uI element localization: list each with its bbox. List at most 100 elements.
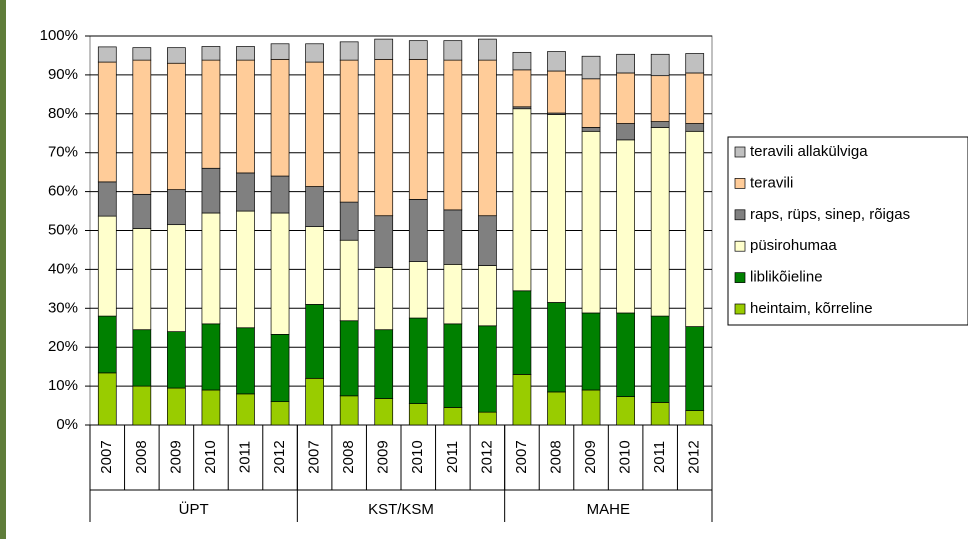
bar-segment	[616, 139, 635, 314]
bar-segment	[305, 43, 324, 63]
bar-segment	[270, 43, 290, 60]
bar-segment	[374, 58, 394, 217]
bar-segment	[443, 40, 463, 61]
bar-segment	[236, 327, 255, 395]
legend-swatch	[734, 272, 746, 283]
x-tick-label: 2009	[375, 440, 392, 473]
bar-segment	[650, 127, 670, 317]
x-tick-label: 2012	[271, 440, 288, 473]
y-tick-label: 100%	[40, 27, 78, 44]
bar-segment	[478, 215, 497, 266]
legend-swatch	[734, 146, 746, 158]
bar-segment	[650, 315, 670, 403]
bar-segment	[443, 263, 463, 325]
bar-segment	[305, 226, 324, 305]
bar-segment	[547, 51, 566, 72]
bar-segment	[512, 108, 532, 292]
bar-segment	[512, 69, 532, 108]
legend-label: teravili allakülviga	[750, 143, 868, 160]
group-label: KST/KSM	[368, 501, 434, 518]
legend-box	[727, 136, 968, 326]
bar-segment	[512, 51, 532, 71]
bar-segment	[167, 387, 186, 426]
bar-segment	[374, 329, 394, 399]
y-tick-label: 60%	[48, 183, 78, 200]
bar-segment	[616, 312, 635, 397]
y-tick-label: 70%	[48, 144, 78, 161]
bar-segment	[132, 329, 152, 387]
legend-swatch	[734, 240, 746, 252]
y-tick-label: 80%	[48, 105, 78, 122]
legend-label: heintaim, kõrreline	[750, 300, 873, 317]
bar-segment	[685, 123, 705, 132]
group-label: ÜPT	[179, 500, 209, 518]
legend-swatch	[734, 178, 746, 189]
x-tick-label: 2011	[651, 441, 668, 473]
y-tick-label: 20%	[48, 338, 78, 355]
x-tick-label: 2008	[133, 440, 150, 473]
bar-segment	[97, 372, 117, 426]
bar-segment	[97, 181, 117, 217]
bar-segment	[408, 40, 428, 60]
bar-segment	[443, 407, 463, 426]
bar-segment	[685, 53, 705, 74]
bar-segment	[305, 304, 324, 379]
legend-label: teravili	[750, 174, 793, 191]
bar-segment	[443, 59, 463, 211]
legend-swatch	[734, 303, 746, 315]
bar-segment	[408, 261, 428, 319]
bar-segment	[616, 123, 635, 141]
bar-segment	[443, 323, 463, 408]
x-tick-label: 2009	[582, 440, 599, 473]
bar-segment	[478, 38, 497, 61]
bar-segment	[97, 215, 117, 317]
bar-segment	[236, 210, 255, 329]
bar-segment	[374, 267, 394, 331]
bar-segment	[167, 331, 186, 389]
bar-segment	[616, 53, 635, 74]
bar-segment	[339, 41, 359, 61]
bar-segment	[581, 55, 601, 80]
x-tick-label: 2012	[478, 440, 495, 473]
bar-segment	[167, 47, 186, 64]
bar-segment	[581, 78, 601, 128]
bar-segment	[167, 189, 186, 226]
bar-segment	[547, 70, 566, 114]
bar-segment	[581, 127, 601, 132]
y-tick-label: 50%	[48, 221, 78, 238]
bar-segment	[339, 239, 359, 322]
bar-segment	[547, 302, 566, 393]
bar-segment	[581, 130, 601, 314]
bar-segment	[305, 186, 324, 227]
bar-segment	[547, 114, 566, 303]
bar-segment	[201, 167, 221, 214]
bar-segment	[270, 212, 290, 335]
bar-segment	[236, 172, 255, 212]
bar-segment	[408, 199, 428, 262]
bar-segment	[650, 402, 670, 426]
bar-segment	[581, 389, 601, 426]
bar-segment	[270, 58, 290, 177]
legend-label: raps, rüps, sinep, rõigas	[750, 206, 910, 223]
bar-segment	[581, 312, 601, 391]
bar-segment	[97, 61, 117, 183]
x-tick-label: 2008	[547, 440, 564, 473]
x-tick-label: 2007	[513, 440, 530, 473]
bar-segment	[512, 374, 532, 426]
bar-segment	[408, 58, 428, 200]
bar-segment	[236, 46, 255, 61]
bar-segment	[132, 193, 152, 229]
bar-segment	[512, 290, 532, 375]
bar-segment	[132, 228, 152, 331]
bar-segment	[305, 61, 324, 187]
bar-segment	[685, 326, 705, 411]
x-tick-label: 2010	[202, 440, 219, 473]
bar-segment	[270, 334, 290, 403]
bar-segment	[616, 72, 635, 124]
x-tick-label: 2011	[236, 441, 253, 473]
bar-segment	[650, 53, 670, 77]
bar-segment	[97, 46, 117, 63]
bar-segment	[374, 38, 394, 60]
bar-segment	[132, 59, 152, 195]
